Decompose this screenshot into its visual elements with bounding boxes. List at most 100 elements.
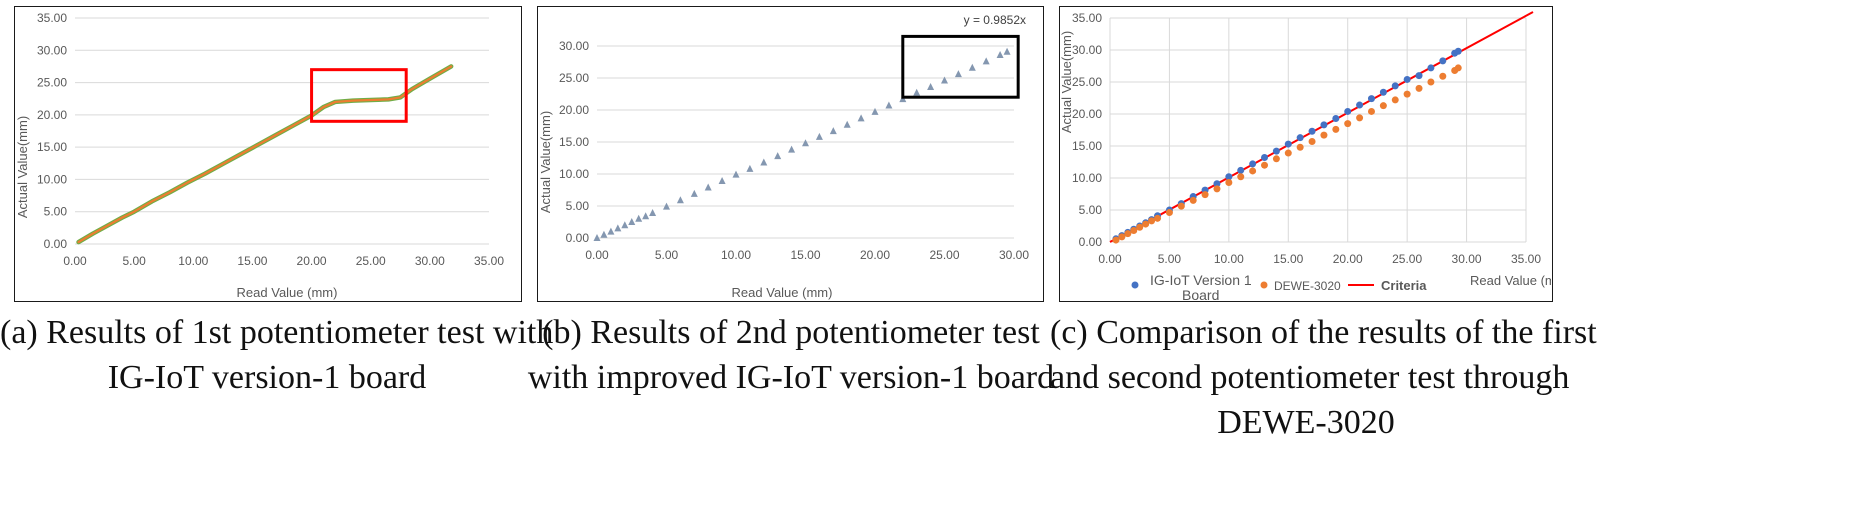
chart-c-ig-iot-point [1344,107,1352,115]
chart-c-dewe-point [1165,209,1173,217]
chart-a-series-line [77,65,453,244]
chart-c-series [1109,11,1534,244]
chart-b-data-point [857,114,865,122]
chart-c-dewe-point [1136,223,1144,231]
chart-c-ig-iot-point [1391,82,1399,90]
chart-b-data-point [954,70,962,78]
chart-c-y-tick-label: 15.00 [1072,139,1102,153]
chart-b-y-axis-label: Actual Value(mm) [538,111,553,213]
chart-b-x-axis-label: Read Value (mm) [732,285,833,300]
chart-b-data-point [927,82,935,90]
chart-b-data-point [788,145,796,153]
chart-c-dewe-point [1284,149,1292,157]
chart-a-x-axis-label: Read Value (mm) [237,285,338,300]
chart-c-ig-iot-point [1367,95,1375,103]
chart-b-y-tick-label: 20.00 [559,103,589,117]
chart-b-x-tick-label: 5.00 [655,248,679,262]
chart-a-y-tick-label: 10.00 [37,172,67,186]
chart-b-y-tick-label: 0.00 [566,231,590,245]
chart-b-data-point [663,202,670,210]
chart-b-data-point [1003,47,1011,55]
chart-c-x-tick-label: 20.00 [1333,252,1363,266]
chart-a-y-axis-label: Actual Value(mm) [15,116,30,218]
chart-b-data-point [649,209,657,217]
chart-c-ig-iot-point [1225,173,1233,181]
chart-c-dewe-point [1249,167,1257,175]
chart-b-data-point [676,196,684,204]
chart-a-x-tick-label: 0.00 [63,254,87,268]
chart-b-data-point [690,189,698,197]
chart-c-ig-iot-point [1415,72,1423,80]
chart-b-data-point [746,164,754,172]
chart-c-ig-iot-point [1320,121,1328,129]
chart-b-data-point [704,183,712,191]
chart-c-y-tick-label: 30.00 [1072,43,1102,57]
chart-a-y-tick-label: 15.00 [37,140,67,154]
caption-a-line1: (a) Results of 1st potentiometer test wi… [0,314,554,351]
chart-a-y-tick-label: 25.00 [37,76,67,90]
chart-b-y-tick-label: 15.00 [559,135,589,149]
chart-b-data-point [829,127,837,135]
chart-c-dewe-point [1130,226,1138,234]
chart-c-dewe-point [1177,202,1185,210]
chart-b-data-point [635,214,643,222]
chart-b-data-point [614,224,622,232]
chart-a-x-ticks: 0.00 5.00 10.00 15.00 20.00 25.00 30.00 35.00 [63,254,504,268]
chart-b-x-tick-label: 10.00 [721,248,751,262]
chart-c-dewe-point [1415,84,1423,92]
chart-b-data-point [871,107,879,115]
chart-a-x-tick-label: 5.00 [122,254,146,268]
chart-b-data-point [600,230,608,238]
chart-b-data-point [802,139,809,147]
chart-c-ig-iot-point [1308,127,1316,135]
chart-a-x-tick-label: 20.00 [297,254,327,268]
chart-c-ig-iot-point [1272,147,1280,155]
chart-c-ig-iot-point [1261,154,1269,162]
chart-c-gridlines [1109,17,1527,243]
chart-b-data-point [732,170,740,178]
chart-c-y-tick-label: 25.00 [1072,75,1102,89]
chart-c-y-tick-label: 0.00 [1079,235,1103,249]
chart-a-y-tick-label: 5.00 [44,205,68,219]
chart-b-x-tick-label: 20.00 [860,248,890,262]
chart-c-x-tick-label: 0.00 [1098,252,1122,266]
chart-b-data-point [774,152,782,160]
chart-c-dewe-point [1118,233,1126,241]
chart-c: 0.00 5.00 10.00 15.00 20.00 25.00 30.00 35.00 0… [1060,11,1551,300]
chart-b-x-ticks: 0.00 5.00 10.00 15.00 20.00 25.00 30.00 [585,248,1029,262]
chart-a-box-rect [310,68,408,123]
chart-c-dewe-point [1356,114,1364,122]
chart-b-data-point [642,212,650,220]
chart-c-y-ticks: 0.00 5.00 10.00 15.00 20.00 25.00 30.00 35.00 [1072,11,1102,249]
chart-c-dewe-point [1320,131,1328,139]
chart-a-y-tick-label: 20.00 [37,108,67,122]
chart-c-y-tick-label: 20.00 [1072,107,1102,121]
chart-c-y-axis-label: Actual Value(mm) [1060,31,1074,133]
chart-c-dewe-point [1454,64,1462,72]
chart-c-ig-iot-point [1379,88,1387,96]
chart-panel-c: 0.00 5.00 10.00 15.00 20.00 25.00 30.00 35.00 0… [1059,6,1553,302]
chart-a-y-tick-label: 0.00 [44,237,68,251]
caption-c-line3: DEWE-3020 [1217,404,1395,441]
caption-b-line1: (b) Results of 2nd potentiometer test [542,314,1040,351]
chart-c-dewe-point [1427,78,1435,86]
chart-a-x-tick-label: 15.00 [237,254,267,268]
chart-b-data-point [913,88,921,96]
chart-c-dewe-point [1379,102,1387,110]
chart-a-y-tick-label: 30.00 [37,43,67,57]
chart-b-x-tick-label: 25.00 [929,248,959,262]
chart-a-x-tick-label: 10.00 [178,254,208,268]
chart-b-data-point [843,120,851,128]
chart-c-dewe-point [1142,220,1150,228]
chart-a-x-tick-label: 30.00 [415,254,445,268]
caption-b: (b) Results of 2nd potentiometer test wi… [527,310,1055,400]
chart-c-dewe-point [1154,214,1162,222]
chart-c-dewe-point [1332,125,1340,133]
chart-c-dewe-point [1308,138,1316,146]
chart-c-legend: IG-IoT Version 1 Board DEWE-3020 Criteri… [1131,272,1427,300]
chart-b-data-point [607,227,615,235]
chart-c-dewe-point [1439,72,1447,80]
chart-b-y-tick-label: 30.00 [559,39,589,53]
chart-b-x-tick-label: 0.00 [585,248,609,262]
chart-c-dewe-point [1201,191,1209,199]
